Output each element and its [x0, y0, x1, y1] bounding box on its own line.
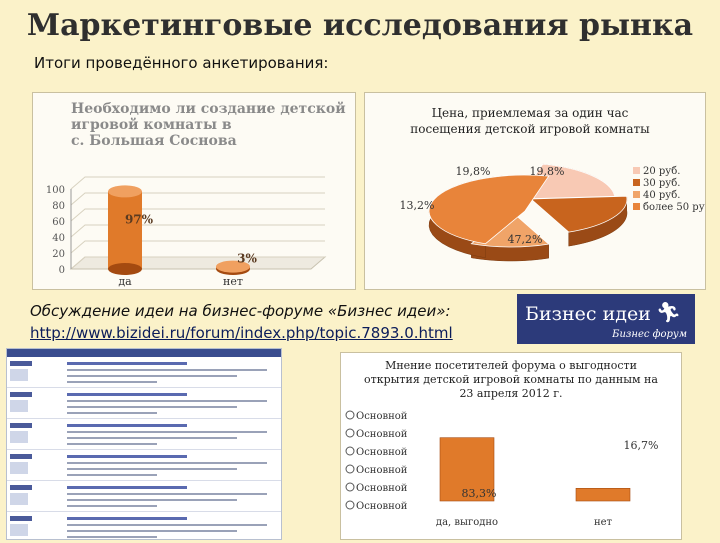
forum-post	[7, 388, 281, 419]
forum-post	[7, 450, 281, 481]
logo-subtitle: Бизнес форум	[612, 329, 687, 340]
legend-label: Основной	[356, 447, 408, 458]
legend-label: 20 руб.	[643, 166, 680, 177]
figure-icon: 🏃︎	[655, 300, 681, 324]
legend-marker	[345, 482, 355, 492]
y-tick-label: 60	[52, 217, 65, 228]
gridline	[70, 224, 325, 238]
legend-label: Основной	[356, 483, 408, 494]
x-tick-label: нет	[223, 275, 243, 288]
legend-swatch	[633, 179, 640, 186]
forum-link[interactable]: http://www.bizidei.ru/forum/index.php/to…	[30, 324, 453, 342]
survey-subtitle: Итоги проведённого анкетирования:	[34, 54, 329, 72]
legend-marker	[345, 428, 355, 438]
forum-post	[7, 419, 281, 450]
bar-data-label: 97%	[125, 212, 154, 226]
y-tick-label: 80	[52, 201, 65, 212]
legend-label: Основной	[356, 465, 408, 476]
bar	[575, 488, 631, 502]
legend-label: более 50 руб.	[643, 202, 705, 213]
chart-title-line: игровой комнаты в	[71, 116, 232, 133]
x-tick-label: да, выгодно	[436, 517, 498, 528]
forum-header-bar	[7, 349, 281, 357]
bar-chart-panel: Необходимо ли создание детской игровой ко…	[32, 92, 356, 290]
bar-body	[108, 191, 142, 269]
legend-marker	[345, 464, 355, 474]
pie-slice	[518, 163, 616, 200]
forum-post	[7, 512, 281, 539]
chart-title-line: Необходимо ли создание детской	[71, 100, 346, 117]
legend-label: 30 руб.	[643, 178, 680, 189]
forum-opinion-chart: Мнение посетителей форума о выгодностиот…	[345, 359, 659, 528]
slide-title: Маркетинговые исследования рынка	[26, 8, 694, 43]
gridline	[70, 256, 325, 270]
chart-title-line: открытия детской игровой комнаты по данн…	[364, 373, 658, 386]
forum-post	[7, 357, 281, 388]
logo-title: Бизнес идеи	[525, 303, 651, 325]
pie-data-label: 19,8%	[530, 165, 565, 178]
gridline	[70, 240, 325, 254]
y-tick-label: 20	[52, 249, 65, 260]
bar-top	[216, 260, 250, 273]
legend-marker	[345, 500, 355, 510]
bar-data-label: 16,7%	[624, 439, 659, 452]
pie-slice	[529, 195, 628, 233]
legend-swatch	[633, 203, 640, 210]
y-tick-label: 100	[46, 185, 65, 196]
legend-marker	[345, 410, 355, 420]
pie-data-label: 47,2%	[508, 233, 543, 246]
price-pie-chart: Цена, приемлемая за один час посещения де…	[400, 106, 714, 262]
pie-chart-panel: Цена, приемлемая за один час посещения де…	[364, 92, 714, 290]
bar-top	[108, 185, 142, 198]
legend-label: 40 руб.	[643, 190, 680, 201]
chart-title-line: Мнение посетителей форума о выгодности	[385, 359, 637, 372]
forum-screenshot	[6, 348, 282, 540]
chart-title-line: 23 апреля 2012 г.	[459, 387, 562, 400]
bar-base	[108, 263, 142, 275]
chart-title-line: посещения детской игровой комнаты	[410, 122, 650, 136]
gridline	[70, 192, 325, 206]
forum-post	[7, 481, 281, 512]
x-tick-label: нет	[594, 517, 613, 528]
y-tick-label: 0	[59, 265, 65, 276]
bar	[439, 437, 495, 502]
bar-data-label: 3%	[237, 252, 257, 266]
gridline	[70, 208, 325, 222]
bar-data-label: 83,3%	[462, 487, 497, 500]
forum-chart-panel: Мнение посетителей форума о выгодности от…	[340, 352, 682, 540]
forum-heading: Обсуждение идеи на бизнес-форуме «Бизнес…	[30, 302, 451, 320]
legend-label: Основной	[356, 501, 408, 512]
chart-title-line: Цена, приемлемая за один час	[432, 106, 629, 120]
legend-label: Основной	[356, 429, 408, 440]
chart-title-line: с. Большая Соснова	[71, 133, 237, 149]
legend-swatch	[633, 191, 640, 198]
gridline	[70, 176, 325, 190]
business-ideas-logo: Бизнес идеи 🏃︎ Бизнес форум	[517, 294, 695, 344]
pie-slice	[428, 174, 550, 245]
legend-swatch	[633, 167, 640, 174]
legend-label: Основной	[356, 411, 408, 422]
y-tick-label: 40	[52, 233, 65, 244]
legend-marker	[345, 446, 355, 456]
pie-data-label: 19,8%	[456, 165, 491, 178]
pie-data-label: 13,2%	[400, 199, 435, 212]
x-tick-label: да	[118, 275, 132, 288]
